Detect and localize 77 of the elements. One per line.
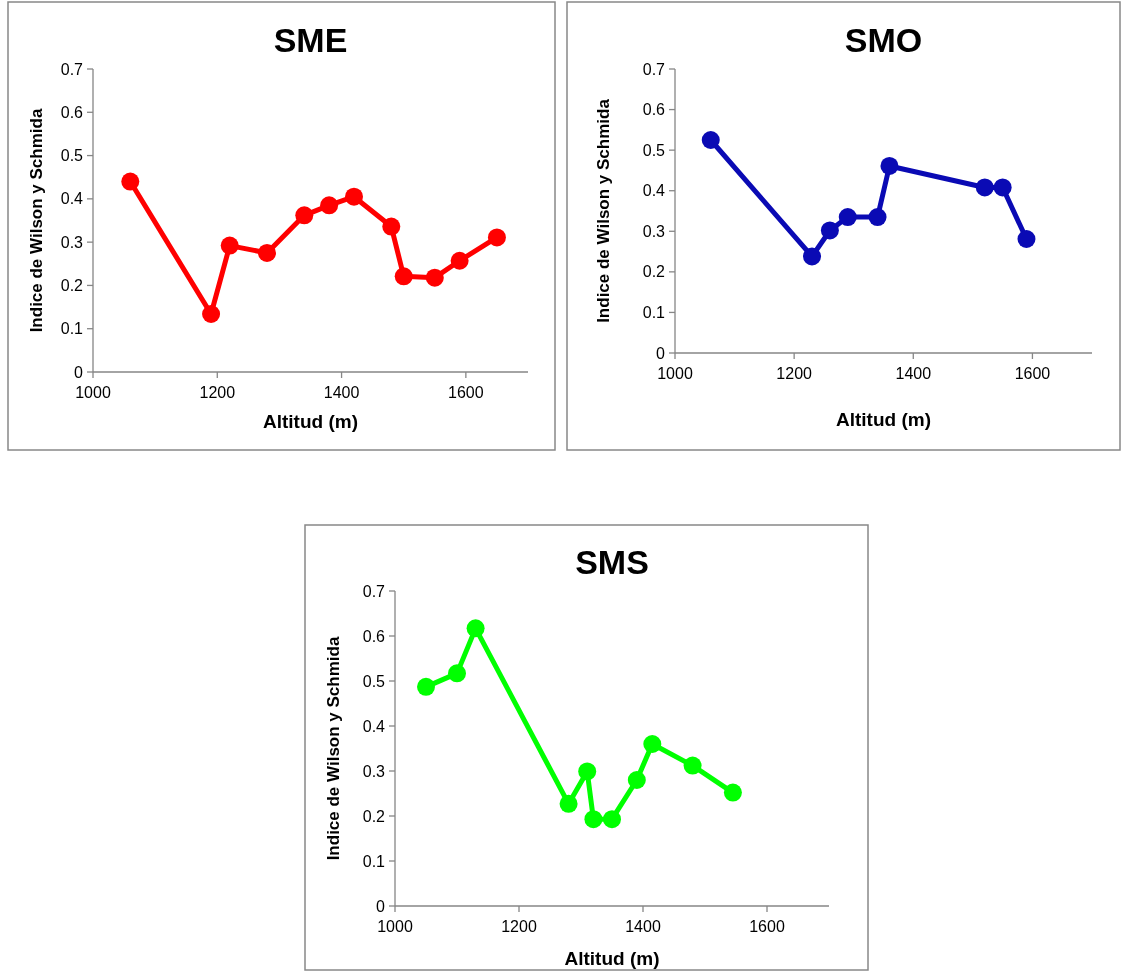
point: [838, 208, 857, 227]
y-tick-label: 0.5: [642, 141, 666, 159]
y-tick-label: 0.4: [642, 182, 666, 200]
point: [258, 243, 276, 262]
y-tick-label: 0.7: [642, 60, 666, 78]
x-tick-label: 1200: [501, 918, 537, 935]
y-tick-label: 0.2: [60, 277, 84, 295]
point: [578, 762, 597, 781]
y-tick-label: 0.7: [362, 582, 386, 600]
point: [803, 247, 822, 266]
y-tick-label: 0.3: [60, 233, 84, 251]
point: [701, 131, 720, 149]
y-tick-label: 0.3: [642, 222, 666, 240]
x-tick-label: 1000: [377, 918, 413, 935]
point: [382, 217, 401, 236]
y-tick-label: 0.1: [362, 852, 386, 870]
y-tick-label: 0.4: [60, 190, 84, 208]
point: [868, 208, 887, 227]
y-axis-title: Indice de Wilson y Schmida: [593, 98, 613, 323]
point: [220, 236, 239, 255]
y-tick-label: 0: [376, 897, 386, 915]
x-tick-label: 1200: [199, 384, 236, 401]
y-tick-label: 0.5: [362, 672, 386, 690]
chart-title: SMO: [844, 20, 923, 59]
y-tick-label: 0.7: [60, 60, 84, 78]
point: [450, 251, 469, 270]
y-tick-label: 0.4: [362, 717, 386, 735]
y-axis-title: Indice de Wilson y Schmida: [323, 636, 343, 861]
point: [121, 172, 140, 191]
point: [320, 196, 339, 215]
point: [394, 267, 413, 286]
point: [295, 206, 314, 225]
y-tick-label: 0.6: [60, 103, 84, 121]
point: [487, 228, 506, 247]
chart-title: SMS: [575, 542, 649, 581]
point: [425, 268, 444, 287]
y-tick-label: 0.3: [362, 762, 386, 780]
point: [880, 156, 899, 175]
y-tick-label: 0.5: [60, 147, 84, 165]
point: [202, 305, 221, 323]
y-tick-label: 0.2: [642, 263, 666, 281]
x-tick-label: 1400: [323, 384, 360, 401]
point: [643, 735, 662, 753]
point: [603, 810, 621, 829]
x-axis-title: Altitud (m): [263, 411, 358, 432]
x-tick-label: 1200: [776, 365, 813, 382]
point: [345, 187, 363, 206]
x-tick-label: 1400: [625, 918, 661, 935]
point: [975, 178, 994, 197]
x-tick-label: 1000: [75, 384, 111, 401]
chart-title: SME: [273, 20, 348, 59]
x-tick-label: 1600: [448, 384, 484, 401]
point: [1017, 229, 1036, 248]
point: [448, 664, 466, 683]
x-axis-title: Altitud (m): [564, 948, 660, 969]
x-tick-label: 1400: [895, 365, 932, 382]
x-tick-label: 1000: [657, 365, 693, 382]
y-tick-label: 0.2: [362, 807, 386, 825]
x-axis-title: Altitud (m): [836, 409, 931, 430]
y-tick-label: 0.1: [60, 320, 84, 338]
point: [683, 756, 702, 775]
point: [993, 178, 1012, 197]
point: [820, 221, 839, 240]
point: [584, 810, 603, 829]
point: [417, 677, 435, 696]
y-tick-label: 0.1: [642, 304, 666, 322]
y-tick-label: 0.6: [642, 101, 666, 119]
point: [627, 771, 646, 789]
y-tick-label: 0: [74, 363, 84, 381]
y-axis-title: Indice de Wilson y Schmida: [26, 108, 46, 333]
x-tick-label: 1600: [749, 918, 785, 935]
y-tick-label: 0.6: [362, 627, 386, 645]
point: [559, 794, 578, 813]
y-tick-label: 0: [656, 344, 666, 362]
point: [723, 783, 742, 802]
x-tick-label: 1600: [1014, 365, 1051, 382]
point: [466, 619, 485, 638]
